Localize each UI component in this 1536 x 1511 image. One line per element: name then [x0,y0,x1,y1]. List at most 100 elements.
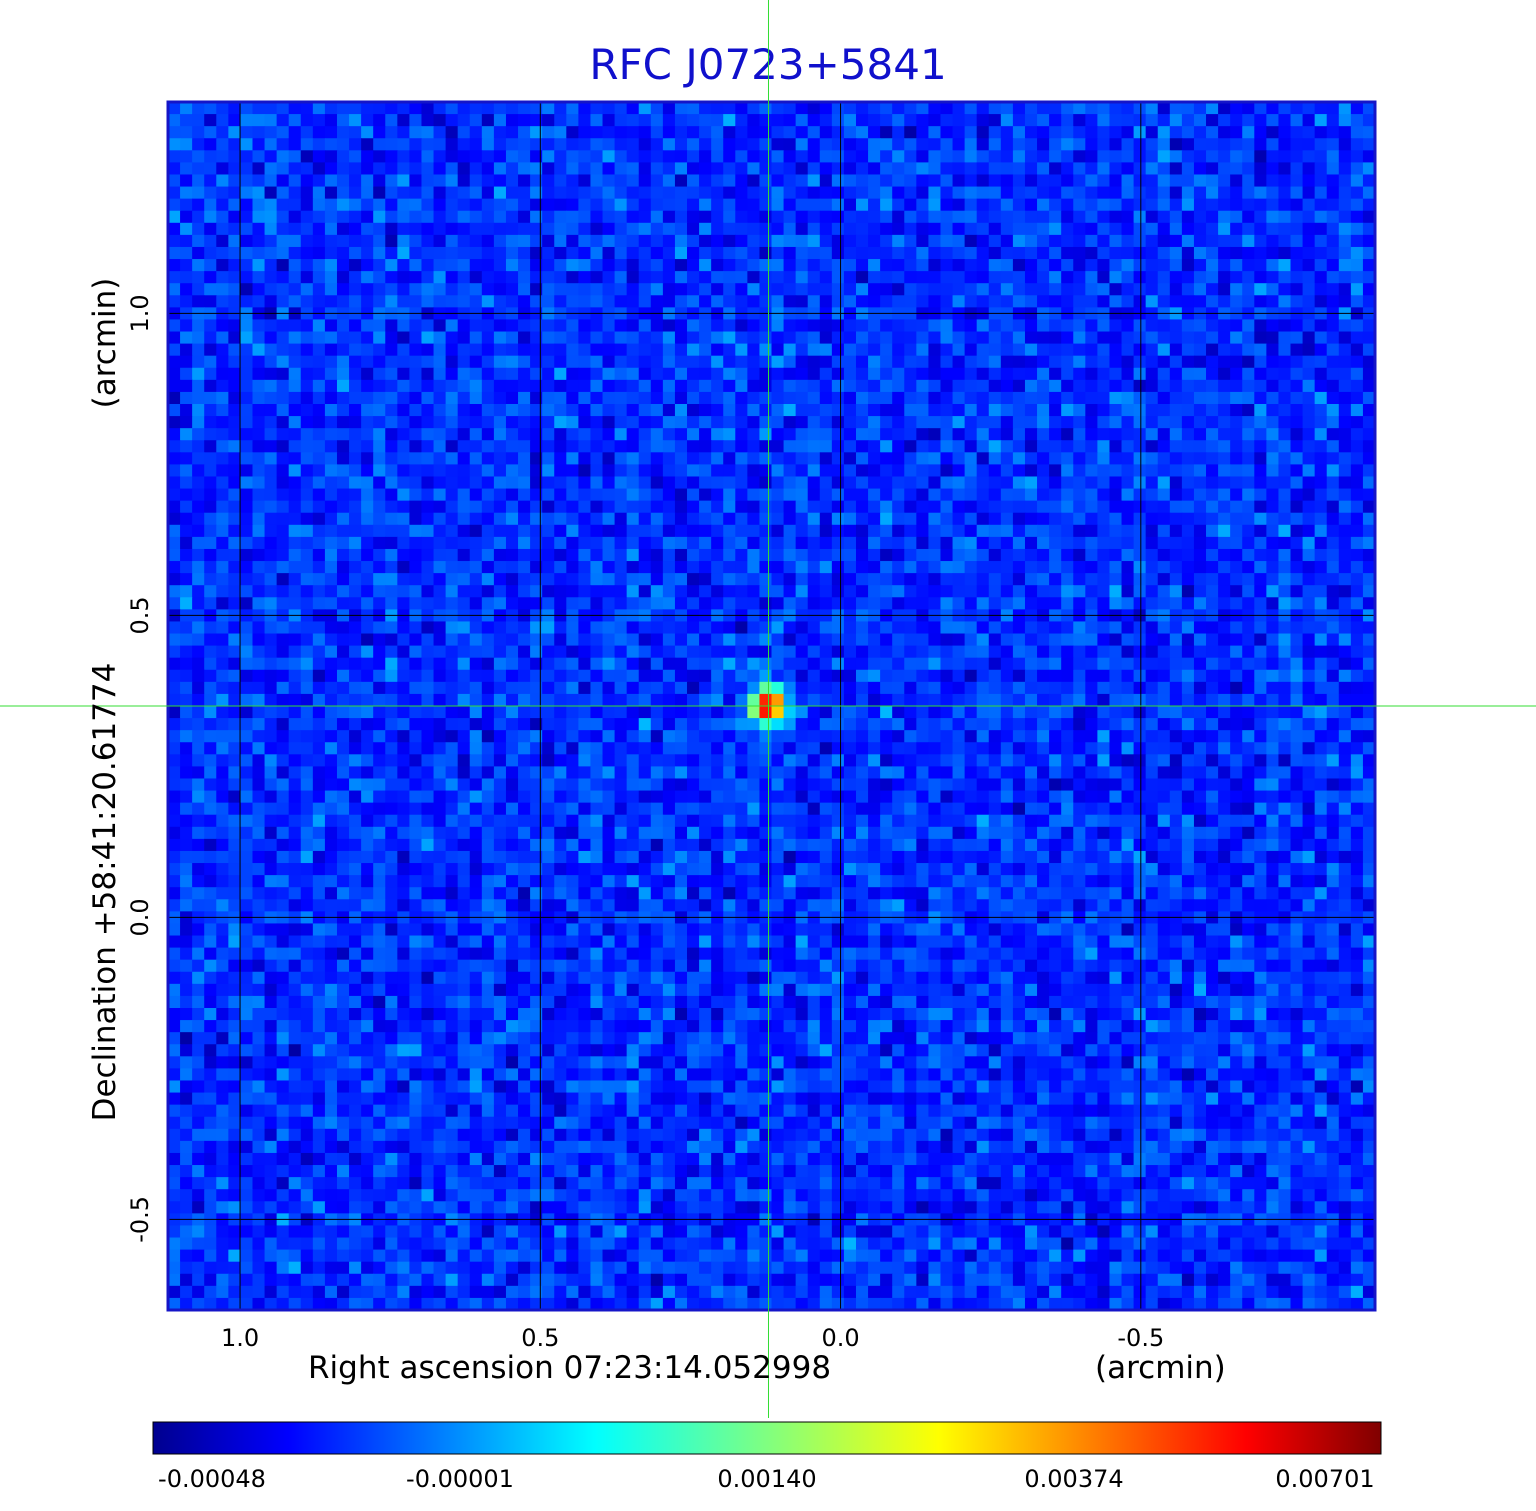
map-pixel [1061,210,1074,224]
map-pixel [276,150,290,163]
map-pixel [1230,343,1243,357]
map-pixel [216,102,229,115]
map-pixel [1218,512,1231,526]
map-pixel [735,464,748,478]
map-pixel [1121,416,1135,429]
map-pixel [457,138,471,151]
map-pixel [361,657,374,671]
map-pixel [723,150,736,163]
map-pixel [421,464,435,478]
map-pixel [1085,416,1098,429]
map-pixel [1157,561,1171,574]
map-pixel [614,259,628,272]
map-pixel [216,295,229,308]
map-pixel [1206,476,1219,490]
map-pixel [192,633,205,647]
map-pixel [481,259,495,272]
map-pixel [1314,162,1328,176]
map-pixel [1242,585,1255,598]
map-pixel [457,669,471,683]
map-pixel [433,355,447,369]
map-pixel [240,452,254,465]
map-pixel [288,246,302,260]
map-pixel [1314,416,1328,429]
map-pixel [542,343,555,357]
map-pixel [747,404,761,417]
map-pixel [1049,174,1062,188]
map-pixel [747,162,761,176]
map-pixel [493,573,507,586]
map-pixel [699,391,712,405]
map-pixel [578,573,592,586]
map-pixel [602,548,616,562]
map-pixel [288,343,302,357]
map-pixel [240,524,254,538]
map-pixel [264,391,278,405]
map-pixel [795,379,809,393]
map-pixel [855,259,869,272]
map-pixel [964,669,978,683]
map-pixel [505,585,519,598]
map-pixel [1073,404,1086,417]
map-pixel [481,246,495,260]
map-pixel [336,669,350,683]
map-pixel [566,645,579,659]
map-pixel [711,126,724,139]
map-pixel [1278,440,1292,453]
map-pixel [843,536,857,550]
map-pixel [807,331,821,345]
map-pixel [1290,331,1304,345]
map-pixel [276,428,290,441]
map-pixel [1133,331,1147,345]
map-pixel [855,669,869,683]
map-pixel [1073,452,1086,465]
map-pixel [892,585,905,598]
map-pixel [216,138,229,151]
map-pixel [1350,331,1364,345]
map-pixel [168,126,181,139]
map-pixel [168,488,181,502]
map-pixel [1169,621,1183,635]
map-pixel [481,681,495,695]
map-pixel [1193,488,1207,502]
map-pixel [771,126,785,139]
map-pixel [976,585,990,598]
map-pixel [336,561,350,574]
map-pixel [1350,428,1364,441]
map-pixel [385,500,398,514]
map-pixel [795,452,809,465]
map-pixel [312,488,326,502]
map-pixel [288,561,302,574]
map-pixel [373,186,386,200]
map-pixel [892,597,905,610]
map-pixel [1181,114,1195,127]
map-pixel [868,271,881,284]
map-pixel [1254,150,1267,163]
map-pixel [699,246,712,260]
map-pixel [1012,452,1026,465]
map-pixel [723,597,736,610]
map-pixel [433,259,447,272]
map-pixel [662,198,676,212]
map-pixel [373,234,386,248]
map-pixel [481,416,495,429]
map-pixel [687,246,700,260]
map-pixel [614,633,628,647]
map-pixel [1338,440,1352,453]
map-pixel [1181,657,1195,671]
map-pixel [1049,379,1062,393]
map-pixel [1314,452,1328,465]
map-pixel [699,210,712,224]
map-pixel [349,283,362,296]
map-pixel [216,416,229,429]
map-pixel [566,548,579,562]
map-pixel [1362,669,1376,683]
map-pixel [1326,621,1340,635]
map-pixel [1169,476,1183,490]
map-pixel [288,464,302,478]
map-pixel [228,319,242,333]
map-pixel [638,271,652,284]
map-pixel [445,102,459,115]
map-pixel [590,271,604,284]
map-pixel [578,597,592,610]
